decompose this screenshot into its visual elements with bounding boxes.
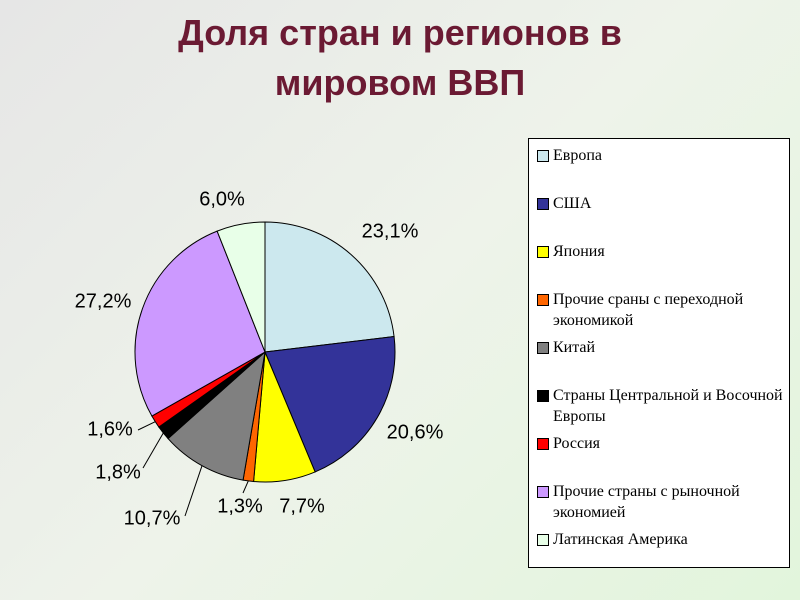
data-label: 1,8% [95, 461, 141, 483]
legend-label: Россия [553, 435, 601, 452]
data-label: 27,2% [75, 290, 132, 312]
chart-title: Доля стран и регионов в мировом ВВП [178, 12, 622, 103]
pie-slice [264, 221, 395, 353]
leader-line [242, 480, 249, 494]
legend-label: Прочие сраны с переходной экономикой [553, 291, 744, 329]
legend-swatch [537, 534, 549, 546]
legend-item: США [533, 193, 785, 241]
legend-swatch [537, 246, 549, 258]
legend-label: Прочие страны с рыночной экономией [553, 483, 740, 521]
data-label: 1,6% [87, 418, 133, 440]
legend-label: Китай [553, 339, 596, 356]
legend: Европа США Япония Прочие сраны с переходной… [528, 138, 790, 568]
leader-line [184, 465, 203, 517]
legend-swatch [537, 150, 549, 162]
legend-swatch [537, 486, 549, 498]
legend-item: Китай [533, 337, 785, 385]
legend-item: Европа [533, 145, 785, 193]
legend-label: Страны Центральной и Восочной Европы [553, 387, 783, 425]
legend-item: Страны Центральной и Восочной Европы [533, 385, 785, 433]
legend-item: Латинская Америка [533, 529, 785, 577]
legend-item: Россия [533, 433, 785, 481]
leader-line [142, 432, 164, 469]
legend-label: Латинская Америка [553, 531, 688, 548]
legend-label: Европа [553, 147, 602, 164]
legend-swatch [537, 198, 549, 210]
legend-item: Прочие страны с рыночной экономией [533, 481, 785, 529]
legend-label: Япония [553, 243, 605, 260]
legend-item: Прочие сраны с переходной экономикой [533, 289, 785, 337]
chart: 23,1% 20,6% 7,7% 1,3% 10,7% 1,8% 1,6% 27,2% 6,0% [75, 188, 444, 529]
data-label: 6,0% [199, 188, 245, 210]
pie-slice [216, 221, 266, 353]
legend-swatch [537, 438, 549, 450]
legend-swatch [537, 390, 549, 402]
data-label: 1,3% [217, 495, 263, 517]
data-label: 10,7% [124, 507, 181, 529]
pie-slice [264, 335, 396, 473]
legend-item: Япония [533, 241, 785, 289]
legend-swatch [537, 294, 549, 306]
data-label: 20,6% [387, 421, 444, 443]
data-label: 7,7% [279, 495, 325, 517]
legend-swatch [537, 342, 549, 354]
data-label: 23,1% [362, 220, 419, 242]
legend-label: США [553, 195, 592, 212]
pie-slice [134, 230, 266, 417]
leader-line [137, 421, 156, 431]
